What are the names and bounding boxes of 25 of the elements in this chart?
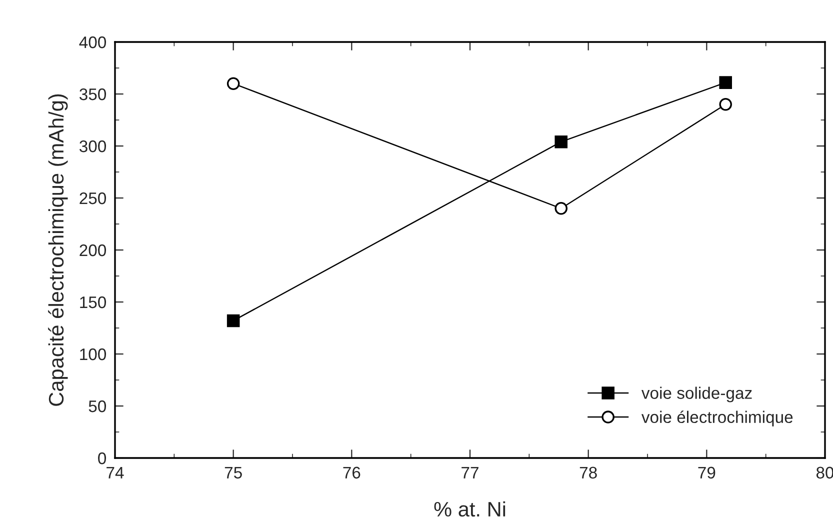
x-axis-title: % at. Ni	[434, 501, 506, 517]
y-tick-label: 250	[80, 192, 106, 204]
x-tick-label: 76	[343, 466, 360, 479]
y-axis-title: Capacité électrochimique (mAh/g)	[48, 94, 68, 406]
y-tick-label: 0	[98, 452, 106, 464]
x-tick-label: 74	[106, 466, 124, 478]
point	[719, 76, 732, 89]
x-tick-label: 79	[698, 466, 716, 479]
y-tick-label: 100	[80, 348, 106, 360]
legend-label: voie solide-gaz	[641, 386, 752, 402]
y-tick-label: 350	[79, 88, 106, 100]
y-tick-label: 150	[80, 296, 106, 308]
x-tick-label: 77	[462, 466, 478, 478]
point	[719, 98, 732, 111]
y-tick-label: 200	[80, 244, 106, 256]
point	[226, 314, 240, 328]
y-tick-label: 50	[88, 400, 106, 412]
point	[554, 135, 568, 148]
x-tick-label: 75	[224, 466, 242, 479]
x-tick-label: 78	[580, 466, 597, 479]
legend-label: voie électrochimique	[641, 410, 793, 426]
point	[554, 202, 568, 215]
y-tick-label: 400	[79, 36, 106, 48]
y-tick-label: 300	[79, 140, 106, 152]
point	[226, 77, 240, 90]
